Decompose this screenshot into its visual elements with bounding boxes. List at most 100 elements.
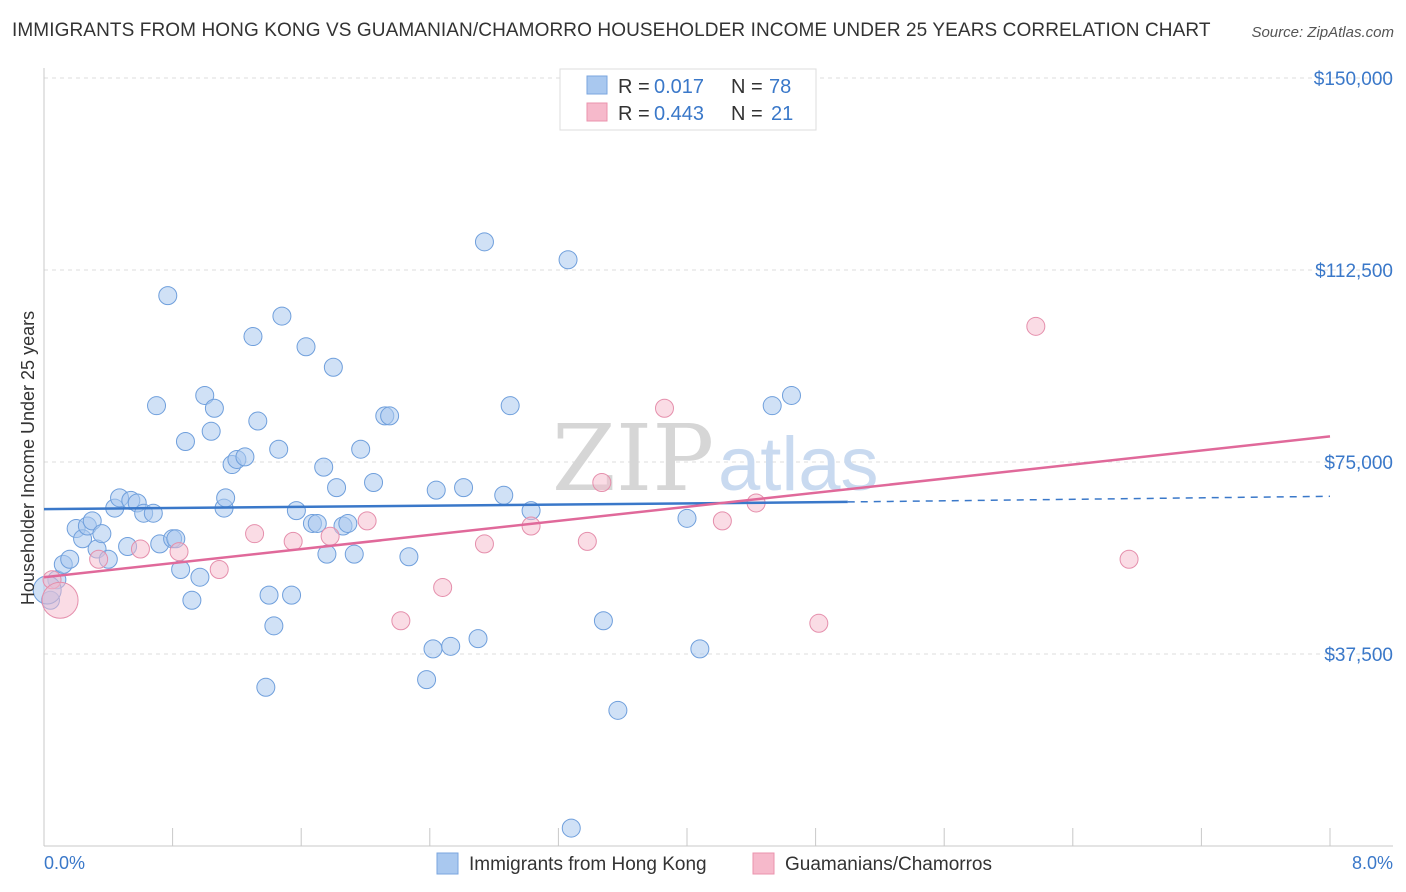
bottom-legend-label-blue: Immigrants from Hong Kong xyxy=(469,854,707,875)
point-guamanian xyxy=(521,516,541,536)
point-guamanian xyxy=(592,472,612,492)
point-hong-kong xyxy=(282,585,302,605)
point-hong-kong xyxy=(307,513,327,533)
point-hong-kong xyxy=(314,457,334,477)
point-guamanian xyxy=(169,542,189,562)
point-guamanian xyxy=(474,534,494,554)
point-hong-kong xyxy=(323,357,343,377)
point-guamanian xyxy=(654,398,674,418)
point-guamanian xyxy=(1026,316,1046,336)
point-hong-kong xyxy=(60,549,80,569)
point-guamanian xyxy=(577,531,597,551)
y-tick-label-1: $75,000 xyxy=(1324,453,1393,474)
legend: R = 0.017 N = 78 R = 0.443 N = 21 xyxy=(559,68,817,131)
point-hong-kong xyxy=(561,818,581,838)
point-hong-kong xyxy=(204,398,224,418)
legend-r-label-1: R = xyxy=(618,76,650,98)
legend-n-label-1: N = xyxy=(731,76,763,98)
legend-r-value-2: 0.443 xyxy=(654,103,704,125)
point-guamanian xyxy=(712,511,732,531)
point-hong-kong xyxy=(201,421,221,441)
watermark-zip: ZIP xyxy=(552,405,714,512)
bottom-legend-label-pink: Guamanians/Chamorros xyxy=(785,854,992,875)
point-hong-kong xyxy=(216,488,236,508)
bottom-legend-swatch-pink xyxy=(752,852,775,875)
point-hong-kong xyxy=(593,611,613,631)
point-hong-kong xyxy=(190,567,210,587)
point-hong-kong xyxy=(182,590,202,610)
point-hong-kong xyxy=(272,306,292,326)
point-hong-kong xyxy=(762,396,782,416)
legend-n-value-2: 21 xyxy=(771,103,793,125)
point-hong-kong xyxy=(259,585,279,605)
point-hong-kong xyxy=(147,396,167,416)
point-hong-kong xyxy=(296,337,316,357)
trend-line-hong-kong-extension xyxy=(847,495,1331,503)
point-hong-kong xyxy=(454,478,474,498)
point-hong-kong xyxy=(399,547,419,567)
point-hong-kong xyxy=(781,385,801,405)
point-hong-kong xyxy=(158,286,178,306)
legend-swatch-pink xyxy=(586,102,608,122)
chart-title: IMMIGRANTS FROM HONG KONG VS GUAMANIAN/C… xyxy=(12,20,1211,41)
legend-n-label-2: N = xyxy=(731,103,763,125)
point-guamanian xyxy=(1119,549,1139,569)
point-guamanian xyxy=(41,581,79,619)
point-hong-kong xyxy=(248,411,268,431)
point-hong-kong xyxy=(92,524,112,544)
y-axis-label: Householder Income Under 25 years xyxy=(18,311,38,605)
point-guamanian xyxy=(209,560,229,580)
watermark-atlas: atlas xyxy=(718,422,879,507)
x-tick-label-right: 8.0% xyxy=(1352,853,1393,873)
point-hong-kong xyxy=(380,406,400,426)
source-label: Source: ZipAtlas.com xyxy=(1251,24,1394,41)
point-guamanian xyxy=(130,539,150,559)
y-tick-label-2: $112,500 xyxy=(1315,261,1393,282)
point-guamanian xyxy=(357,511,377,531)
point-hong-kong xyxy=(175,432,195,452)
trend-lines xyxy=(43,435,1331,579)
point-guamanian xyxy=(89,549,109,569)
point-hong-kong xyxy=(468,629,488,649)
point-hong-kong xyxy=(417,670,437,690)
point-hong-kong xyxy=(441,636,461,656)
point-hong-kong xyxy=(286,501,306,521)
point-hong-kong xyxy=(364,472,384,492)
point-guamanian xyxy=(433,577,453,597)
grid-lines xyxy=(44,77,1393,655)
point-hong-kong xyxy=(82,511,102,531)
point-hong-kong xyxy=(500,396,520,416)
bottom-legend: Immigrants from Hong Kong Guamanians/Cha… xyxy=(436,852,992,875)
point-hong-kong xyxy=(558,250,578,270)
y-tick-label-3: $150,000 xyxy=(1314,69,1393,90)
point-guamanian xyxy=(391,611,411,631)
point-hong-kong xyxy=(338,513,358,533)
point-hong-kong xyxy=(608,700,628,720)
y-tick-label-0: $37,500 xyxy=(1324,645,1393,666)
legend-r-value-1: 0.017 xyxy=(654,76,704,98)
point-guamanian xyxy=(320,526,340,546)
point-guamanian xyxy=(245,524,265,544)
point-hong-kong xyxy=(264,616,284,636)
trend-line-guamanian xyxy=(43,435,1331,579)
point-hong-kong xyxy=(235,447,255,467)
point-hong-kong xyxy=(351,439,371,459)
point-guamanian xyxy=(809,613,829,633)
axes xyxy=(43,68,1393,847)
point-guamanian xyxy=(283,531,303,551)
point-hong-kong xyxy=(195,385,215,405)
point-hong-kong xyxy=(327,478,347,498)
point-hong-kong xyxy=(677,508,697,528)
point-hong-kong xyxy=(494,485,514,505)
bottom-legend-swatch-blue xyxy=(436,852,459,875)
point-hong-kong xyxy=(269,439,289,459)
point-hong-kong xyxy=(474,232,494,252)
y-tick-labels: $37,500 $75,000 $112,500 $150,000 xyxy=(1314,69,1393,666)
point-hong-kong xyxy=(243,327,263,347)
legend-r-label-2: R = xyxy=(618,103,650,125)
legend-n-value-1: 78 xyxy=(769,76,791,98)
point-hong-kong xyxy=(690,639,710,659)
point-hong-kong xyxy=(256,677,276,697)
series-hong-kong-points xyxy=(32,232,801,838)
